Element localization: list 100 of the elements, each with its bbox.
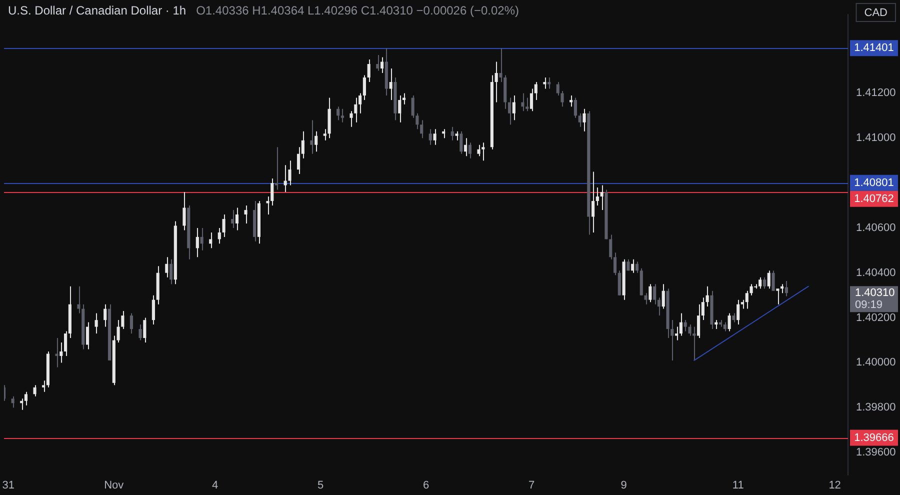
x-tick-label: 5 [317, 480, 324, 492]
candlestick [679, 312, 682, 336]
text: 1.40310 [855, 287, 895, 300]
y-tick-label: 1.40400 [856, 266, 896, 279]
candlestick [389, 68, 392, 100]
ref-line-label: 1.41401 [854, 42, 894, 54]
candlestick [776, 288, 780, 305]
candlestick [578, 112, 582, 128]
candlestick [631, 258, 634, 274]
candlestick [33, 384, 36, 397]
candlestick [450, 126, 454, 141]
candlestick [11, 396, 14, 408]
candlestick [468, 142, 472, 159]
candlestick [618, 270, 621, 296]
candlestick [94, 312, 98, 334]
candlestick [697, 304, 700, 339]
y-tick-label: 1.39600 [856, 446, 896, 459]
candlestick [684, 320, 687, 332]
candlestick [662, 284, 665, 310]
candlestick [675, 326, 678, 341]
candlestick [336, 106, 340, 121]
text: CAD [864, 7, 888, 20]
candlestick [592, 171, 595, 233]
candlestick [772, 270, 775, 292]
candlestick [24, 391, 28, 406]
candlestick [706, 286, 709, 308]
candlestick [340, 108, 344, 123]
y-tick-label: 1.41000 [856, 132, 896, 144]
candlestick [745, 290, 748, 310]
candlestick [750, 284, 753, 296]
candlestick [692, 326, 696, 361]
candlestick [222, 214, 226, 238]
candlestick [235, 207, 239, 231]
candlestick [635, 261, 639, 274]
candlestick [288, 160, 292, 186]
candlestick [728, 312, 731, 332]
candlestick [196, 227, 199, 258]
candlestick [582, 108, 586, 132]
text: 09:19 [855, 299, 883, 312]
candlestick [116, 320, 120, 343]
candlestick [170, 258, 173, 285]
candlestick [218, 227, 221, 244]
candlestick [521, 92, 524, 112]
candlestick [354, 97, 358, 123]
y-tick-label: 1.40000 [856, 356, 896, 369]
candlestick [600, 184, 604, 210]
candlestick [60, 342, 63, 364]
y-tick-label: 1.40600 [856, 222, 896, 234]
y-tick-label: 1.41200 [856, 87, 896, 100]
candlestick [428, 128, 432, 146]
x-tick-label: 9 [620, 480, 627, 492]
candlestick [314, 130, 318, 152]
ref-line-label: 1.40801 [854, 176, 894, 189]
candlestick [784, 280, 788, 297]
chart-title: U.S. Dollar / Canadian Dollar · 1h [8, 3, 186, 18]
ref-line-label: 1.39666 [854, 432, 894, 444]
x-tick-label: 12 [828, 480, 841, 492]
candlestick [284, 164, 287, 193]
candlestick [762, 276, 766, 290]
candlestick [138, 324, 142, 341]
candlestick [526, 97, 529, 112]
candlestick [143, 317, 146, 343]
candlestick [182, 192, 186, 231]
candlestick [350, 110, 353, 128]
candlestick [55, 338, 58, 368]
candlestick [477, 144, 480, 157]
candlestick [310, 120, 314, 154]
candlestick [653, 284, 656, 305]
candlestick [376, 54, 380, 72]
chart-subtitle: O1.40336 H1.40364 L1.40296 C1.40310 −0.00026 (−0.02%) [196, 3, 520, 18]
y-tick-label: 1.40200 [856, 312, 896, 324]
candlestick [758, 276, 762, 290]
candlestick [688, 324, 692, 336]
candlestick [231, 209, 234, 228]
x-tick-label: 4 [212, 480, 218, 492]
candlestick [530, 88, 534, 112]
candlestick [460, 130, 463, 154]
candlestick [121, 310, 124, 330]
candlestick [362, 74, 366, 100]
candlestick [380, 56, 384, 74]
y-tick-label: 1.39800 [856, 402, 896, 414]
candlestick [209, 232, 212, 249]
candlestick [367, 59, 370, 82]
candlestick [574, 97, 577, 118]
candlestick [86, 322, 90, 350]
x-tick-label: 7 [528, 480, 535, 492]
candlestick [433, 128, 436, 146]
candlestick [130, 312, 134, 334]
candlestick [323, 128, 326, 141]
x-tick-label: 31 [2, 480, 15, 492]
candlestick [648, 284, 652, 303]
candlestick [275, 146, 278, 190]
ref-line-label: 1.40762 [854, 192, 894, 205]
candlestick [165, 256, 168, 278]
candlestick [482, 142, 485, 162]
x-tick-label: 11 [732, 480, 744, 492]
x-tick-label: 6 [422, 480, 430, 492]
candlestick [398, 94, 402, 123]
candlestick [494, 61, 498, 103]
candlestick [736, 299, 740, 326]
